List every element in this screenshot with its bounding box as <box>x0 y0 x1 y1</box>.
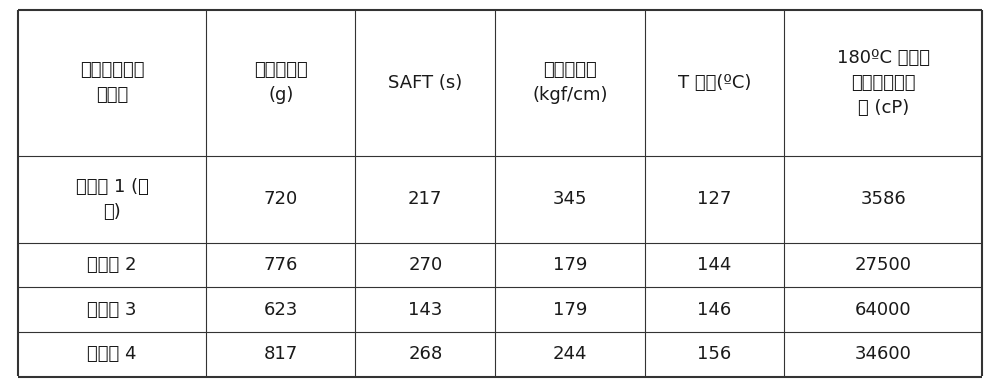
Text: 聚合物 1 (对
比): 聚合物 1 (对 比) <box>76 178 148 221</box>
Text: 146: 146 <box>697 301 732 318</box>
Bar <box>18 242 206 287</box>
Text: 3586: 3586 <box>860 190 906 208</box>
Text: 217: 217 <box>408 190 442 208</box>
Bar <box>784 242 982 287</box>
Text: 聚合物 3: 聚合物 3 <box>87 301 137 318</box>
Bar <box>495 156 645 242</box>
Bar <box>355 156 495 242</box>
Bar <box>18 10 206 156</box>
Text: 179: 179 <box>553 301 587 318</box>
Text: 27500: 27500 <box>855 256 912 274</box>
Text: 623: 623 <box>264 301 298 318</box>
Text: 聚合物 2: 聚合物 2 <box>87 256 137 274</box>
Text: 143: 143 <box>408 301 442 318</box>
Bar <box>645 242 784 287</box>
Bar <box>355 242 495 287</box>
Text: 345: 345 <box>553 190 587 208</box>
Text: 244: 244 <box>553 345 587 363</box>
Text: 34600: 34600 <box>855 345 912 363</box>
Text: 抗剥离能力
(kgf/cm): 抗剥离能力 (kgf/cm) <box>532 61 608 105</box>
Bar <box>784 156 982 242</box>
Text: 144: 144 <box>697 256 732 274</box>
Text: 探头粘着性
(g): 探头粘着性 (g) <box>254 61 308 105</box>
Bar <box>18 156 206 242</box>
Bar <box>784 332 982 377</box>
Text: 127: 127 <box>697 190 732 208</box>
Bar <box>784 10 982 156</box>
Text: 179: 179 <box>553 256 587 274</box>
Bar <box>495 332 645 377</box>
Text: T 软化(ºC): T 软化(ºC) <box>678 74 751 92</box>
Text: 270: 270 <box>408 256 442 274</box>
Bar <box>495 10 645 156</box>
Bar <box>355 332 495 377</box>
Bar <box>355 10 495 156</box>
Bar <box>206 242 355 287</box>
Bar <box>645 10 784 156</box>
Text: SAFT (s): SAFT (s) <box>388 74 462 92</box>
Text: 聚合物 4: 聚合物 4 <box>87 345 137 363</box>
Text: 776: 776 <box>264 256 298 274</box>
Bar <box>784 287 982 332</box>
Text: 156: 156 <box>697 345 732 363</box>
Text: 817: 817 <box>264 345 298 363</box>
Bar <box>645 332 784 377</box>
Bar <box>645 287 784 332</box>
Text: 配方中使用的
聚合物: 配方中使用的 聚合物 <box>80 61 144 105</box>
Bar <box>206 287 355 332</box>
Bar <box>206 156 355 242</box>
Bar <box>206 10 355 156</box>
Bar <box>18 332 206 377</box>
Text: 720: 720 <box>264 190 298 208</box>
Bar <box>495 242 645 287</box>
Bar <box>18 287 206 332</box>
Text: 268: 268 <box>408 345 442 363</box>
Bar <box>495 287 645 332</box>
Text: 64000: 64000 <box>855 301 912 318</box>
Bar <box>355 287 495 332</box>
Bar <box>645 156 784 242</box>
Text: 180ºC 下的布
鲁克费尔德粘
度 (cP): 180ºC 下的布 鲁克费尔德粘 度 (cP) <box>837 49 930 117</box>
Bar <box>206 332 355 377</box>
